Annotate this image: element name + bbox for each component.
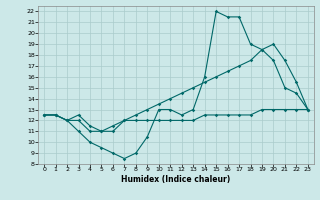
X-axis label: Humidex (Indice chaleur): Humidex (Indice chaleur): [121, 175, 231, 184]
